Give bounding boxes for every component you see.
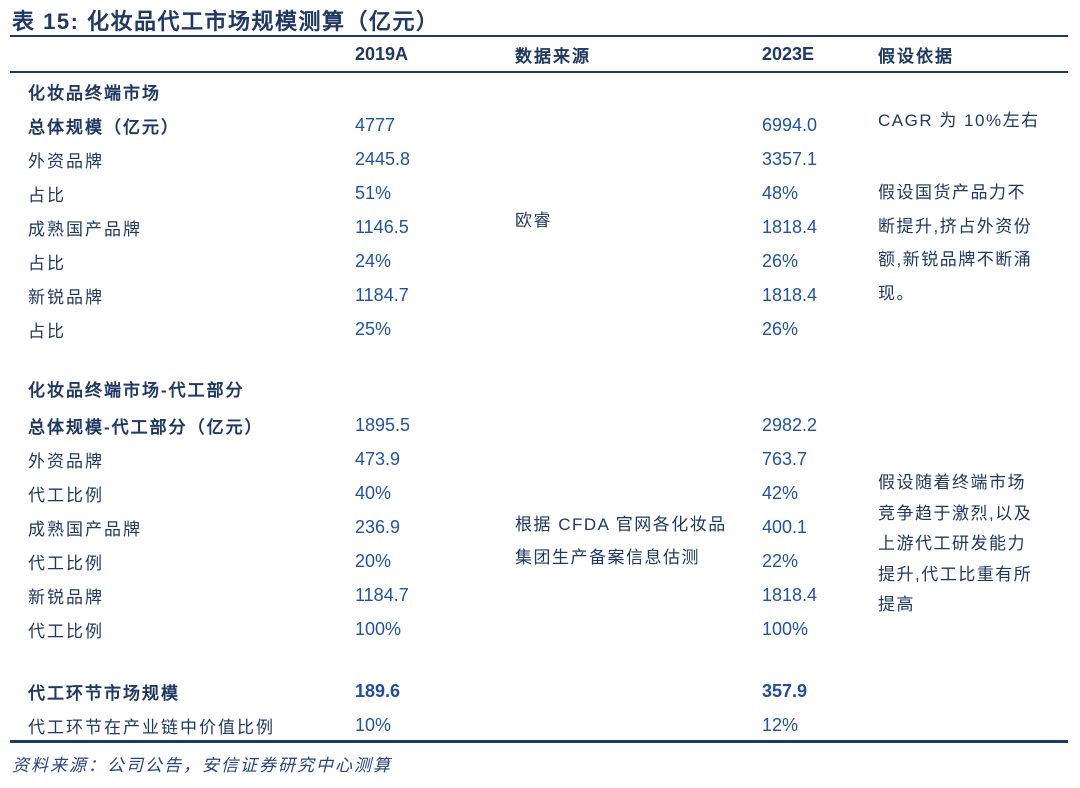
- row-label: 代工比例: [28, 485, 104, 505]
- header-source: 数据来源: [515, 46, 591, 66]
- row-label: 总体规模（亿元）: [28, 117, 180, 137]
- value-2023e: 763.7: [762, 448, 808, 469]
- assumption-line: 提升,代工比重有所: [878, 564, 1033, 584]
- value-2023e: 1818.4: [762, 216, 818, 237]
- table-row: 代工比例 20% 22%: [0, 544, 1080, 578]
- row-label: 新锐品牌: [28, 287, 104, 307]
- value-2019a: 189.6: [355, 680, 401, 701]
- section-title: 化妆品终端市场: [28, 83, 161, 103]
- value-2023e: 26%: [762, 250, 799, 271]
- value-2023e: 12%: [762, 714, 799, 735]
- table-row: 占比 25% 26%: [0, 312, 1080, 346]
- table-row: 总体规模-代工部分（亿元） 1895.5 2982.2: [0, 408, 1080, 442]
- row-label: 新锐品牌: [28, 587, 104, 607]
- assumption-line: 上游代工研发能力: [878, 534, 1026, 553]
- spacer-row: [0, 646, 1080, 672]
- table-row: 外资品牌 473.9 763.7: [0, 442, 1080, 476]
- assumption-line: 假设随着终端市场: [878, 473, 1026, 492]
- row-label: 代工环节市场规模: [28, 683, 180, 703]
- row-label: 外资品牌: [28, 451, 104, 471]
- rule-under-header: [10, 71, 1068, 73]
- table-row: 外资品牌 2445.8 3357.1: [0, 142, 1080, 176]
- value-2023e: 100%: [762, 618, 809, 639]
- value-2019a: 1146.5: [355, 216, 409, 237]
- table-row: 成熟国产品牌 1146.5 1818.4: [0, 210, 1080, 244]
- assumption-line: 额,新锐品牌不断涌: [878, 250, 1033, 269]
- rule-under-title: [10, 35, 1068, 37]
- value-2023e: 26%: [762, 318, 799, 339]
- source-cfda-line1: 根据 CFDA 官网各化妆品: [515, 515, 727, 534]
- row-label: 代工比例: [28, 553, 104, 573]
- value-2019a: 1895.5: [355, 414, 411, 435]
- table-row: 代工比例 40% 42%: [0, 476, 1080, 510]
- value-2019a: 236.9: [355, 516, 401, 537]
- table-row: 成熟国产品牌 236.9 400.1: [0, 510, 1080, 544]
- table-row: 新锐品牌 1184.7 1818.4: [0, 278, 1080, 312]
- table-title: 表 15: 化妆品代工市场规模测算（亿元）: [12, 9, 440, 34]
- row-label: 代工比例: [28, 621, 104, 641]
- table-row: 总体规模（亿元） 4777 6994.0: [0, 108, 1080, 142]
- value-2019a: 1184.7: [355, 584, 409, 605]
- assumption-line: 断提升,挤占外资份: [878, 216, 1033, 236]
- value-2019a: 2445.8: [355, 148, 411, 169]
- value-2023e: 1818.4: [762, 584, 818, 605]
- header-assumption: 假设依据: [878, 46, 954, 66]
- value-2019a: 20%: [355, 550, 392, 571]
- source-euromonitor: 欧睿: [515, 211, 552, 230]
- row-label: 占比: [28, 253, 66, 273]
- row-label: 成熟国产品牌: [28, 219, 142, 239]
- table-row: 代工环节在产业链中价值比例 10% 12%: [0, 710, 1080, 740]
- row-label: 成熟国产品牌: [28, 519, 142, 539]
- assumption-line: 假设国货产品力不: [878, 183, 1026, 202]
- value-2019a: 4777: [355, 114, 396, 135]
- table-row: 占比 51% 48%: [0, 176, 1080, 210]
- value-2023e: 400.1: [762, 516, 808, 537]
- value-2023e: 2982.2: [762, 414, 818, 435]
- value-2019a: 24%: [355, 250, 392, 271]
- value-2019a: 473.9: [355, 448, 401, 469]
- value-2019a: 1184.7: [355, 284, 409, 305]
- value-2019a: 100%: [355, 618, 402, 639]
- value-2019a: 25%: [355, 318, 392, 339]
- value-2023e: 6994.0: [762, 114, 818, 135]
- assumption-cagr: CAGR 为 10%左右: [878, 111, 1040, 130]
- rule-bottom: [10, 740, 1068, 743]
- section-header-row: 化妆品终端市场-代工部分: [0, 368, 1080, 408]
- section-header-row: 化妆品终端市场: [0, 74, 1080, 108]
- value-2019a: 40%: [355, 482, 392, 503]
- row-label: 外资品牌: [28, 151, 104, 171]
- value-2019a: 51%: [355, 182, 392, 203]
- value-2023e: 1818.4: [762, 284, 818, 305]
- table-body: 化妆品终端市场 总体规模（亿元） 4777 6994.0 外资品牌 2445.8…: [0, 74, 1080, 740]
- value-2023e: 22%: [762, 550, 799, 571]
- assumption-terminal-market: 假设国货产品力不 断提升,挤占外资份 额,新锐品牌不断涌 现。: [878, 176, 1078, 310]
- value-2023e: 3357.1: [762, 148, 818, 169]
- source-note: 资料来源：公司公告，安信证券研究中心测算: [12, 756, 392, 775]
- table-row: 代工比例 100% 100%: [0, 612, 1080, 646]
- source-cfda-line2: 集团生产备案信息估测: [515, 548, 700, 567]
- value-2023e: 48%: [762, 182, 799, 203]
- value-2019a: 10%: [355, 714, 392, 735]
- table-row: 占比 24% 26%: [0, 244, 1080, 278]
- assumption-line: 现。: [878, 283, 915, 303]
- table-row: 新锐品牌 1184.7 1818.4: [0, 578, 1080, 612]
- row-label: 占比: [28, 185, 66, 205]
- header-2023e: 2023E: [762, 43, 815, 64]
- assumption-line: 提高: [878, 595, 915, 614]
- row-label: 总体规模-代工部分（亿元）: [28, 417, 264, 437]
- spacer-row: [0, 346, 1080, 368]
- header-2019a: 2019A: [355, 43, 409, 64]
- value-2023e: 357.9: [762, 680, 808, 701]
- table-header-row: 2019A 数据来源 2023E 假设依据: [0, 38, 1080, 70]
- highlight-total-row: 代工环节市场规模 189.6 357.9: [0, 672, 1080, 710]
- assumption-line: 竞争趋于激烈,以及: [878, 503, 1033, 523]
- assumption-oem-share: 假设随着终端市场 竞争趋于激烈,以及 上游代工研发能力 提升,代工比重有所 提高: [878, 468, 1080, 621]
- section-title: 化妆品终端市场-代工部分: [28, 380, 245, 400]
- source-cfda: 根据 CFDA 官网各化妆品 集团生产备案信息估测: [515, 508, 765, 574]
- row-label: 占比: [28, 321, 66, 341]
- row-label: 代工环节在产业链中价值比例: [28, 717, 275, 737]
- value-2023e: 42%: [762, 482, 799, 503]
